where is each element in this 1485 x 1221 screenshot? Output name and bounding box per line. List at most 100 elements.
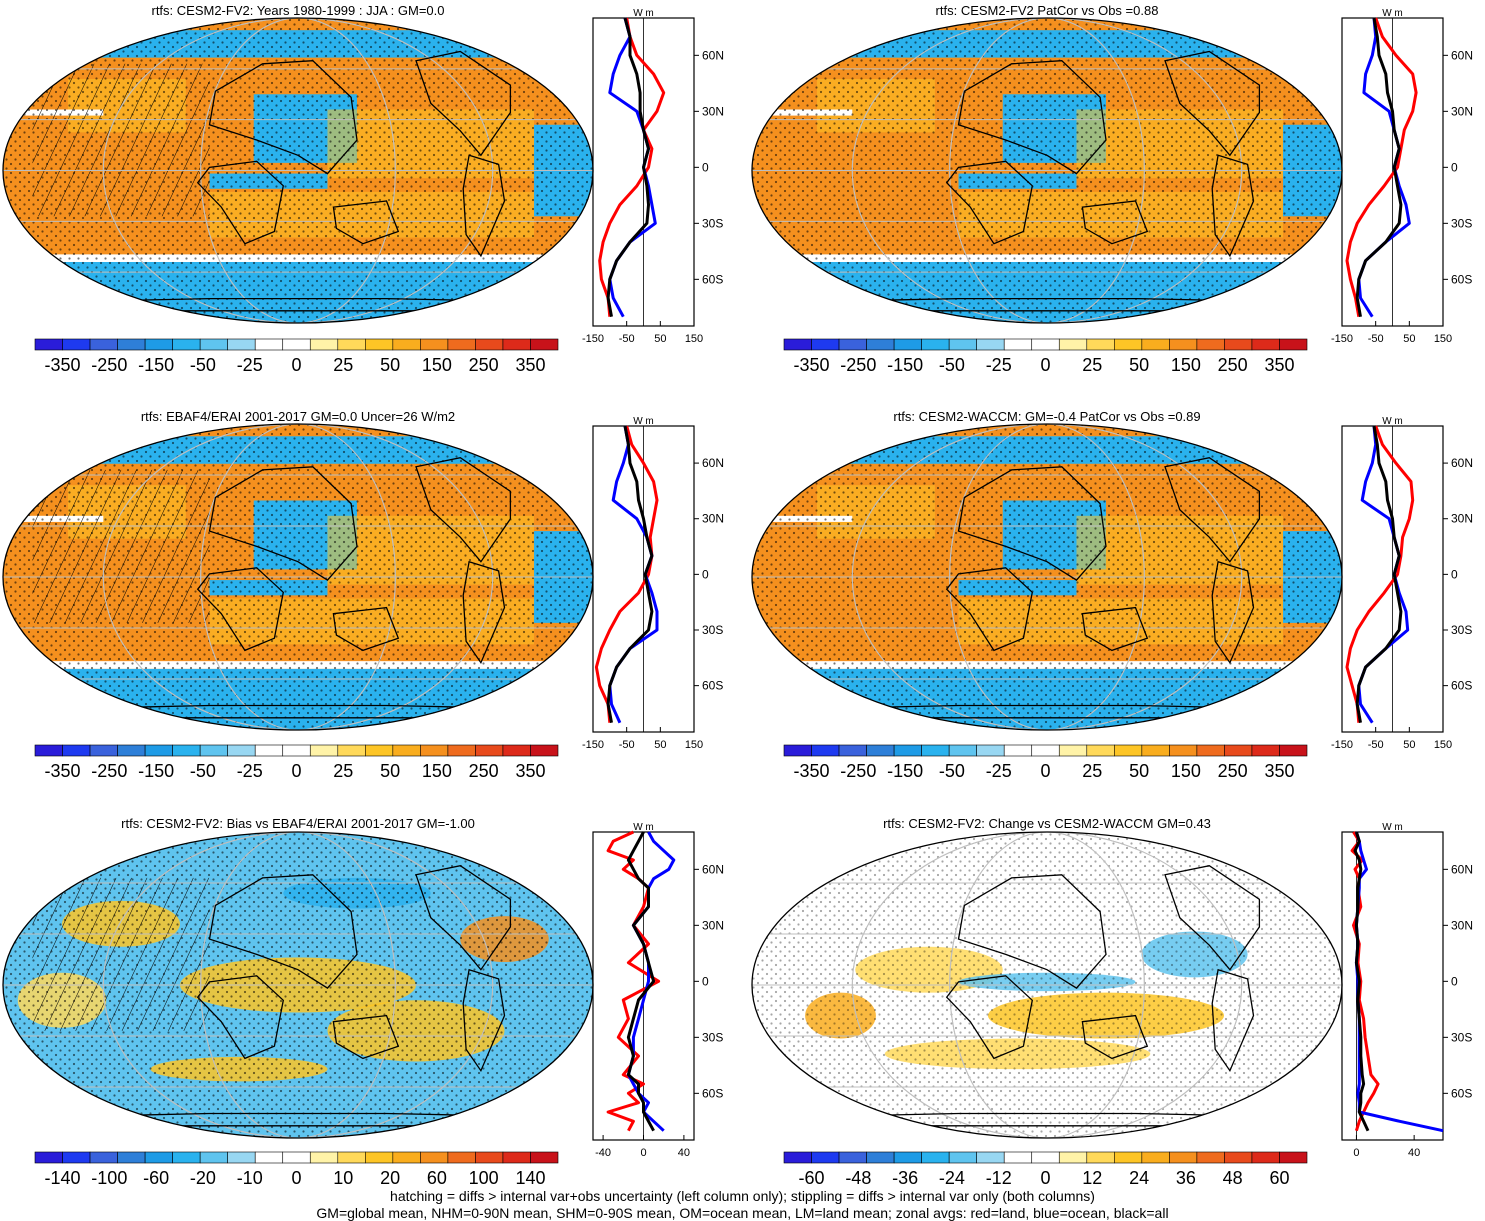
coastline bbox=[1081, 606, 1149, 652]
colorbar-label: 36 bbox=[1176, 1168, 1196, 1188]
panel-2: rtfs: CESM2-FV2 PatCor vs Obs =0.88-350-… bbox=[751, 3, 1473, 375]
colorbar-swatch bbox=[893, 744, 922, 757]
zonal-xtick-label: 0 bbox=[1353, 1147, 1359, 1159]
zonal-ytick-label: 30N bbox=[1451, 104, 1473, 118]
zonal-panel: W m 60N 30N 0 30S 60S -150 -50 50 150 bbox=[582, 8, 724, 345]
coastline bbox=[1081, 1014, 1149, 1060]
zonal-xtick-label: 50 bbox=[654, 333, 666, 345]
colorbar-swatch bbox=[1196, 744, 1225, 757]
zonal-unit-label: W m bbox=[633, 416, 654, 427]
colorbar-swatch bbox=[893, 338, 922, 351]
zonal-ytick-label: 60S bbox=[702, 1086, 723, 1100]
coastline bbox=[957, 874, 1107, 989]
colorbar-swatch bbox=[866, 338, 895, 351]
colorbar-swatch bbox=[199, 1151, 228, 1164]
colorbar-swatch bbox=[62, 338, 91, 351]
zonal-xtick-label: 50 bbox=[1403, 739, 1415, 751]
colorbar: -140 -100 -60 -20 -10 0 10 20 60 100 140 bbox=[34, 1151, 559, 1188]
colorbar-label: 150 bbox=[422, 761, 452, 781]
colorbar-swatch bbox=[1196, 338, 1225, 351]
colorbar-swatch bbox=[309, 1151, 339, 1164]
colorbar-swatch bbox=[948, 338, 977, 351]
colorbar-label: 350 bbox=[1264, 761, 1294, 781]
colorbar-label: -12 bbox=[986, 1168, 1012, 1188]
zonal-ytick-label: 30S bbox=[1451, 623, 1472, 637]
graticule-meridian bbox=[949, 18, 1145, 323]
footer-hatching-note: hatching = diffs > internal var+obs unce… bbox=[390, 1188, 1095, 1204]
colorbar-swatch bbox=[811, 1151, 840, 1164]
colorbar-swatch bbox=[392, 744, 421, 757]
coastline bbox=[332, 1014, 400, 1060]
footer-abbreviation-note: GM=global mean, NHM=0-90N mean, SHM=0-90… bbox=[316, 1205, 1169, 1221]
graticule-meridian bbox=[949, 832, 1145, 1138]
colorbar-label: 0 bbox=[291, 355, 301, 375]
colorbar-label: 350 bbox=[1264, 355, 1294, 375]
zonal-xtick-label: 40 bbox=[678, 1147, 690, 1159]
zonal-line-land bbox=[1345, 17, 1418, 317]
coastline bbox=[196, 975, 285, 1060]
coastline bbox=[957, 466, 1107, 581]
colorbar-swatch bbox=[447, 1151, 476, 1164]
coastline bbox=[332, 606, 400, 652]
zonal-ytick-label: 0 bbox=[702, 160, 709, 174]
graticule-meridian bbox=[949, 424, 1145, 730]
colorbar-swatch bbox=[1086, 338, 1115, 351]
colorbar-swatch bbox=[34, 1151, 63, 1164]
zonal-panel: W m 60N 30N 0 30S 60S -150 -50 50 150 bbox=[1331, 8, 1473, 345]
panel-6: rtfs: CESM2-FV2: Change vs CESM2-WACCM G… bbox=[751, 816, 1473, 1188]
colorbar-swatch bbox=[254, 744, 284, 757]
colorbar-label: -10 bbox=[237, 1168, 263, 1188]
colorbar-swatch bbox=[309, 744, 339, 757]
graticule-meridian bbox=[200, 832, 396, 1138]
colorbar-swatch bbox=[117, 338, 146, 351]
colorbar-swatch bbox=[475, 744, 504, 757]
colorbar-swatch bbox=[976, 1151, 1005, 1164]
colorbar-label: -50 bbox=[939, 355, 965, 375]
colorbar-swatch bbox=[866, 744, 895, 757]
zonal-ytick-label: 60S bbox=[702, 679, 723, 693]
colorbar-swatch bbox=[1058, 338, 1088, 351]
colorbar-swatch bbox=[921, 1151, 950, 1164]
colorbar-swatch bbox=[1114, 1151, 1143, 1164]
zonal-ytick-label: 60N bbox=[702, 456, 724, 470]
colorbar-label: -20 bbox=[190, 1168, 216, 1188]
colorbar-label: 12 bbox=[1082, 1168, 1102, 1188]
zonal-ytick-label: 0 bbox=[1451, 974, 1458, 988]
colorbar-swatch bbox=[783, 1151, 812, 1164]
colorbar-label: -250 bbox=[840, 355, 876, 375]
zonal-ytick-label: 0 bbox=[702, 974, 709, 988]
zonal-ytick-label: 30N bbox=[1451, 512, 1473, 526]
zonal-unit-label: W m bbox=[1382, 8, 1403, 19]
colorbar-label: 350 bbox=[515, 355, 545, 375]
zonal-xtick-label: -50 bbox=[619, 739, 635, 751]
zonal-ytick-label: 30N bbox=[702, 512, 724, 526]
panel-5: rtfs: CESM2-FV2: Bias vs EBAF4/ERAI 2001… bbox=[2, 816, 724, 1188]
hatching-overlay bbox=[32, 877, 210, 1031]
zonal-ytick-label: 60S bbox=[1451, 272, 1472, 286]
colorbar-swatch bbox=[1114, 744, 1143, 757]
colorbar-swatch bbox=[144, 338, 173, 351]
colorbar-swatch bbox=[282, 338, 311, 351]
colorbar-swatch bbox=[976, 338, 1005, 351]
colorbar-swatch bbox=[1169, 744, 1198, 757]
colorbar: -60 -48 -36 -24 -12 0 12 24 36 48 60 bbox=[783, 1151, 1308, 1188]
colorbar-swatch bbox=[1251, 338, 1280, 351]
colorbar-label: -50 bbox=[939, 761, 965, 781]
zonal-ytick-label: 60N bbox=[1451, 456, 1473, 470]
colorbar-swatch bbox=[254, 338, 284, 351]
zonal-xtick-label: -50 bbox=[1368, 739, 1384, 751]
colorbar-swatch bbox=[337, 1151, 366, 1164]
colorbar-label: 250 bbox=[469, 355, 499, 375]
colorbar-swatch bbox=[1086, 744, 1115, 757]
colorbar-swatch bbox=[89, 1151, 118, 1164]
zonal-unit-label: W m bbox=[633, 822, 654, 833]
colorbar-swatch bbox=[1141, 744, 1170, 757]
colorbar-label: -36 bbox=[892, 1168, 918, 1188]
colorbar-label: -60 bbox=[143, 1168, 169, 1188]
colorbar-swatch bbox=[1058, 1151, 1088, 1164]
colorbar-swatch bbox=[475, 338, 504, 351]
zonal-line-all bbox=[1353, 831, 1370, 1132]
colorbar-swatch bbox=[1251, 1151, 1280, 1164]
colorbar-swatch bbox=[811, 744, 840, 757]
colorbar-label: 150 bbox=[1171, 761, 1201, 781]
